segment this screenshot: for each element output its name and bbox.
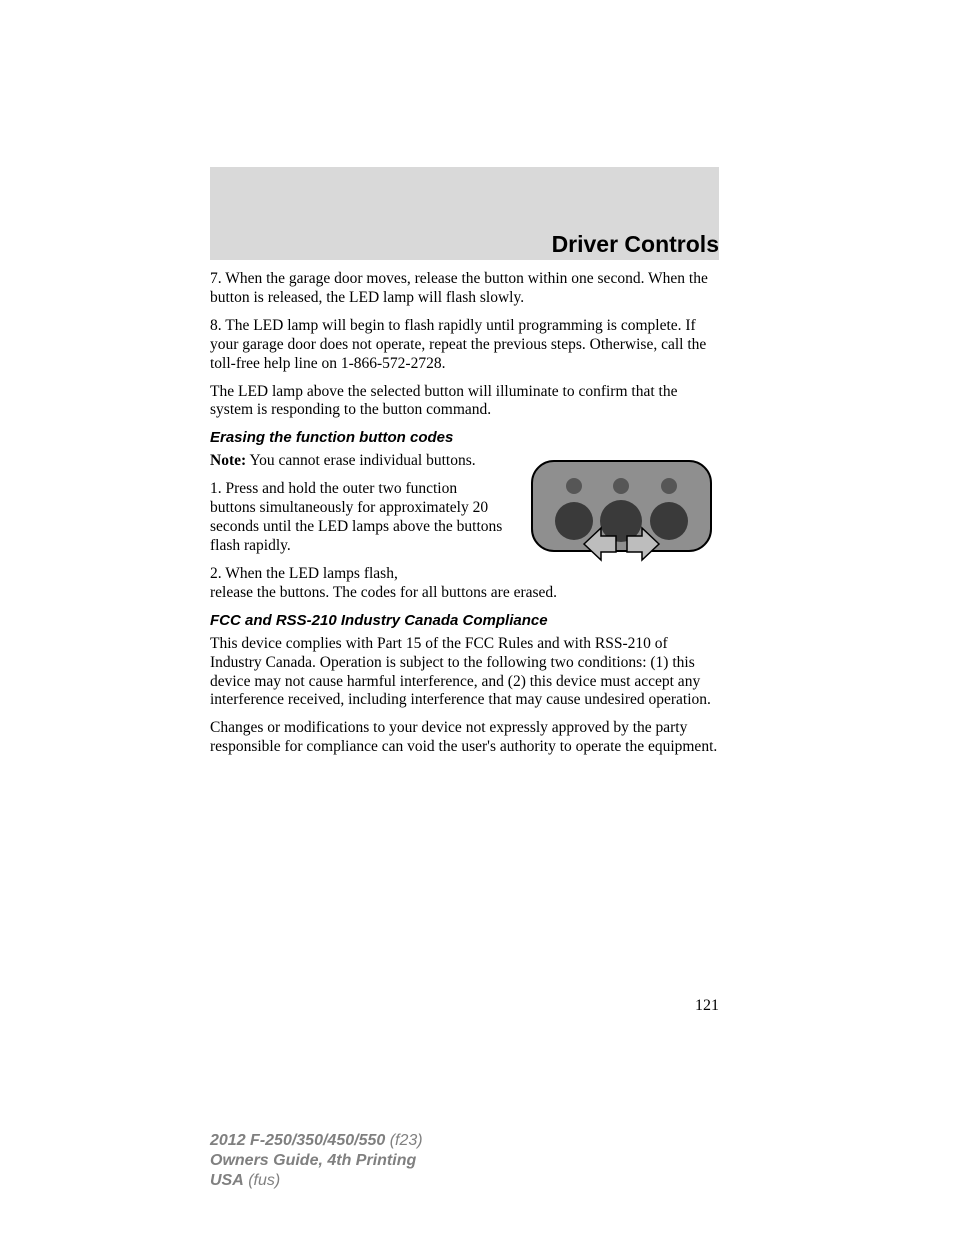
car2home-transmitter-icon (524, 456, 719, 571)
text-column: Note: You cannot erase individual button… (210, 452, 506, 583)
paragraph-led-confirm: The LED lamp above the selected button w… (210, 383, 719, 421)
paragraph-step-8: 8. The LED lamp will begin to flash rapi… (210, 317, 719, 374)
footer-region-code: (fus) (244, 1172, 280, 1189)
footer-code: (f23) (385, 1132, 422, 1149)
footer-block: 2012 F-250/350/450/550 (f23) Owners Guid… (210, 1131, 423, 1191)
paragraph-erase-step-2a: 2. When the LED lamps flash, (210, 565, 506, 584)
wrap-section-erasing: Note: You cannot erase individual button… (210, 452, 719, 583)
footer-model: 2012 F-250/350/450/550 (210, 1132, 385, 1149)
body-content: 7. When the garage door moves, release t… (210, 270, 719, 766)
figure-column (524, 452, 719, 576)
paragraph-erase-step-2b: release the buttons. The codes for all b… (210, 584, 719, 603)
note-label: Note: (210, 452, 246, 469)
paragraph-erase-step-1: 1. Press and hold the outer two function… (210, 480, 506, 556)
subheading-fcc: FCC and RSS-210 Industry Canada Complian… (210, 612, 719, 629)
document-page: Driver Controls 7. When the garage door … (0, 0, 954, 1235)
subheading-erasing: Erasing the function button codes (210, 429, 719, 446)
footer-guide: Owners Guide, 4th Printing (210, 1152, 416, 1169)
paragraph-note: Note: You cannot erase individual button… (210, 452, 506, 471)
footer-region: USA (210, 1172, 244, 1189)
page-number: 121 (695, 997, 719, 1015)
footer-line-3: USA (fus) (210, 1171, 423, 1191)
paragraph-step-7: 7. When the garage door moves, release t… (210, 270, 719, 308)
section-title: Driver Controls (552, 231, 719, 258)
note-text: You cannot erase individual buttons. (246, 452, 475, 469)
footer-line-2: Owners Guide, 4th Printing (210, 1151, 423, 1171)
footer-line-1: 2012 F-250/350/450/550 (f23) (210, 1131, 423, 1151)
paragraph-fcc-2: Changes or modifications to your device … (210, 719, 719, 757)
paragraph-fcc-1: This device complies with Part 15 of the… (210, 635, 719, 711)
